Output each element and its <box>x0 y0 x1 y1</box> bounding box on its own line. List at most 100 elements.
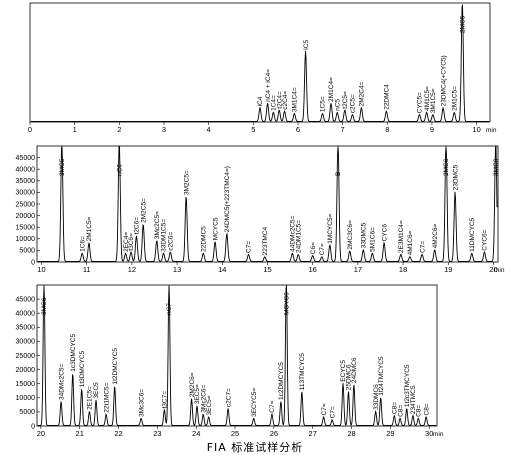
peak-label: CYC6 <box>381 224 388 242</box>
peak-label: 234TMC5 <box>410 385 417 414</box>
x-tick-label: 0 <box>28 125 32 134</box>
x-tick-label: 14 <box>218 265 226 274</box>
x-tick-label: 17 <box>354 265 362 274</box>
x-tick-label: 12 <box>128 265 136 274</box>
x-tick-label: 8 <box>385 125 389 134</box>
x-tick-label: 7 <box>341 125 345 134</box>
x-tick-label: 13 <box>173 265 181 274</box>
chromatogram-trace <box>38 285 436 426</box>
x-tick-label: 16 <box>309 265 317 274</box>
peak-label: C8= <box>397 405 404 417</box>
chromatogram-panel-3: 0 5000 10000 15000 20000 25000 30000 35000 40000… <box>16 284 444 438</box>
peak-label: 1t24TMCYC5 <box>378 356 385 396</box>
x-tick-label: 15 <box>263 265 271 274</box>
peak-label: t2C6= <box>134 217 141 235</box>
peak-label: iC4 <box>257 96 264 106</box>
figure-caption: FIA 标准试样分析 <box>206 441 304 454</box>
y-tick-label: 20000 <box>16 213 36 220</box>
peak-label: 1t2DMCYC5 <box>112 348 119 385</box>
x-tick-label: 5 <box>251 125 255 134</box>
peak-label: 1C4= <box>271 95 278 111</box>
y-tick-label: 45000 <box>16 296 36 303</box>
peak-label: 2MC6 <box>443 158 450 176</box>
peak-label: 2MC3C6= <box>347 220 354 250</box>
peak-label: 3Mc3C6= <box>138 389 145 417</box>
x-tick-label: 4 <box>207 125 211 134</box>
peak-label: 3M2C5= <box>183 170 190 195</box>
x-axis-unit: min <box>494 267 505 274</box>
x-tick-label: 19 <box>444 265 452 274</box>
y-tick-label: 10000 <box>16 236 36 243</box>
peak-label: C7= <box>246 241 253 253</box>
peak-label: 3ECYC5= <box>251 388 258 417</box>
peak-label: C7= <box>321 403 328 415</box>
peak-label: 2M2C4= <box>359 81 366 106</box>
peak-label: nC7 <box>166 303 173 315</box>
peak-label: 44DMc2C5= <box>290 215 297 252</box>
peak-label: C8= <box>423 403 430 415</box>
y-tick-label: 0 <box>31 423 35 430</box>
peak-label: 24DMC6 <box>351 357 358 383</box>
y-tick-label: 15000 <box>16 381 36 388</box>
y-tick-label: 40000 <box>16 311 36 318</box>
peak-label: 223TMC4 <box>262 226 269 255</box>
x-tick-label: 18 <box>399 265 407 274</box>
peak-label: 23DMC5 <box>452 164 459 190</box>
peak-label: 33DM1C5= <box>161 219 168 252</box>
y-tick-label: 10000 <box>16 395 36 402</box>
x-tick-label: 23 <box>153 429 161 438</box>
x-tick-label: 26 <box>270 429 278 438</box>
peak-label: 3MC6 <box>493 158 500 176</box>
x-tick-label: 29 <box>386 429 394 438</box>
peak-label: t3C6= <box>128 233 135 251</box>
peak-label: 2EC4= <box>123 232 130 252</box>
peak-label: 1t2c3TMCYC5 <box>404 364 411 407</box>
peak-label: 3EC5 <box>93 382 100 399</box>
peak-label: C8= <box>392 402 399 414</box>
peak-label: nC4 + iC4= <box>265 69 272 102</box>
y-tick-label: 20000 <box>16 367 36 374</box>
chromatogram-panel-2: 0 5000 10000 15000 20000 25000 30000 35000 40000… <box>16 145 505 274</box>
peak-label: 3Mc2C6= <box>200 384 207 412</box>
x-tick-label: 28 <box>347 429 355 438</box>
y-tick-label: 0 <box>31 259 35 266</box>
peak-label: c2C6= <box>168 232 175 251</box>
y-tick-label: 35000 <box>16 178 36 185</box>
peak-label: 3M1C5= <box>430 88 437 113</box>
peak-label: C7= <box>319 243 326 255</box>
peak-label: 2M2C6= <box>189 372 196 397</box>
peak-label: 3M1C4= <box>292 87 299 112</box>
y-tick-label: 45000 <box>16 155 36 162</box>
peak-label: 5M1C6= <box>370 227 377 252</box>
peak-label: C7= <box>329 406 336 418</box>
peak-label: 25DMC6 <box>346 364 353 390</box>
peak-label: 2M1C5= <box>86 216 93 241</box>
peak-label: 33DMC5 <box>361 222 368 248</box>
peak-label: t2C4= <box>276 91 283 109</box>
peak-label: 4M1C6= <box>407 230 414 255</box>
peak-label: 22DMC4 <box>384 84 391 110</box>
peak-label: 3EC5= <box>206 395 213 415</box>
x-tick-label: 1 <box>73 125 77 134</box>
peak-label: C7= <box>419 241 426 253</box>
peak-label: CYC5= <box>417 92 424 113</box>
chromatogram-trace <box>38 146 498 262</box>
peak-label: 24DM1C5= <box>295 220 302 253</box>
peak-label: 3MC5 <box>59 158 66 176</box>
peak-label: CYC6= <box>482 229 489 250</box>
x-tick-label: 21 <box>76 429 84 438</box>
peak-label: 11DMCYC5 <box>469 217 476 252</box>
x-tick-label: 20 <box>489 265 497 274</box>
x-tick-label: 9 <box>430 125 434 134</box>
x-tick-label: 2 <box>117 125 121 134</box>
y-tick-label: 5000 <box>19 409 35 416</box>
x-tick-label: 25 <box>231 429 239 438</box>
peak-label: MCYC5 <box>212 217 219 240</box>
x-tick-label: 6 <box>296 125 300 134</box>
peak-label: 113TMCYC5 <box>299 353 306 390</box>
x-tick-label: 24 <box>192 429 200 438</box>
peak-label: 1c2DMCYC5 <box>278 362 285 400</box>
y-tick-label: 25000 <box>16 353 36 360</box>
